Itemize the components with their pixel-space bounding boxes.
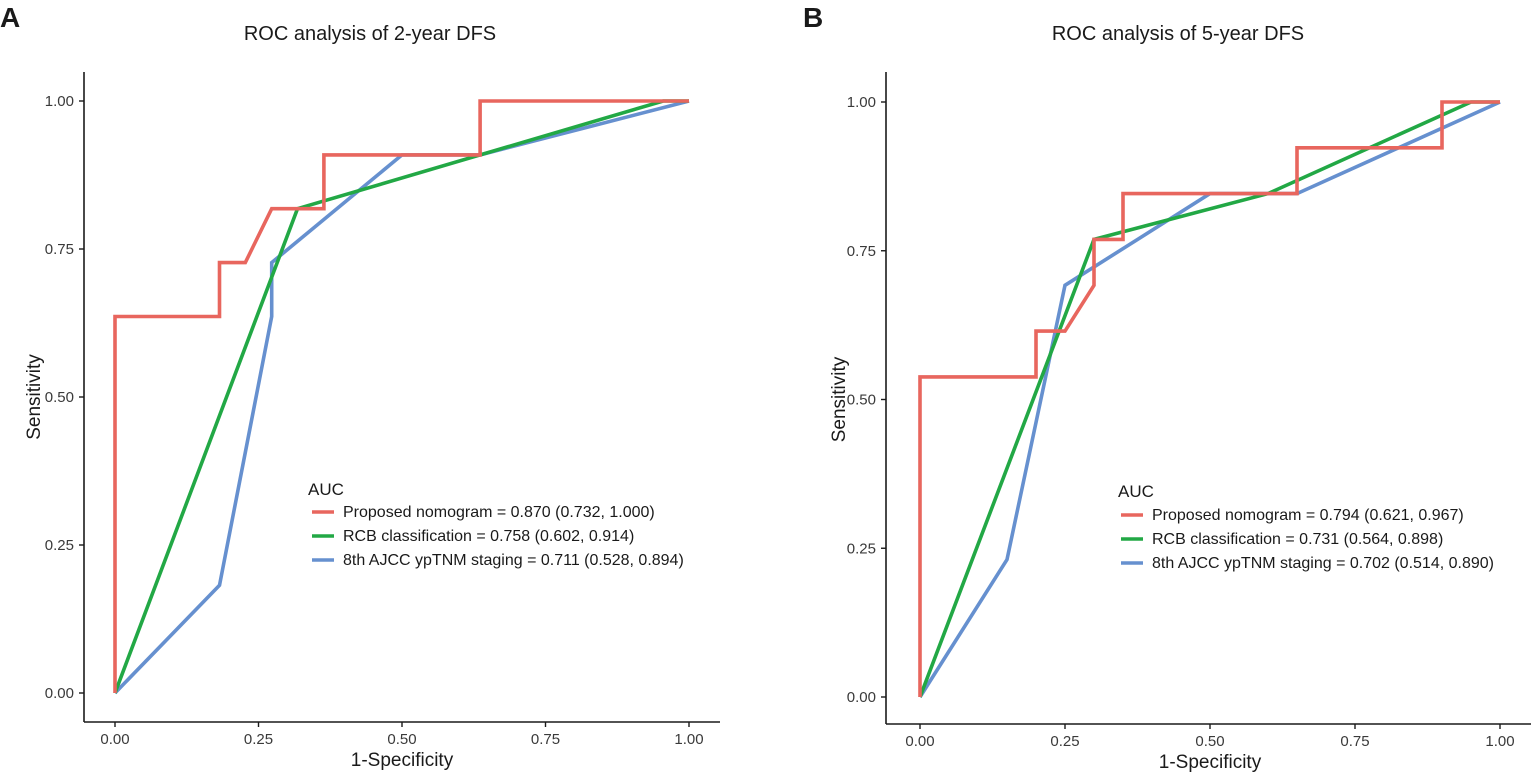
legend-entry-label: Proposed nomogram = 0.870 (0.732, 1.000) [343,504,655,521]
y-tick-label: 0.75 [847,243,876,260]
y-axis-title: Sensitivity [829,356,850,442]
roc-panel-b: B ROC analysis of 5-year DFS 0.00 0.25 0.50 0… [803,2,1531,773]
y-tick-label: 0.25 [847,540,876,557]
legend-entry-label: 8th AJCC ypTNM staging = 0.702 (0.514, 0… [1152,555,1494,572]
legend-entry-label: Proposed nomogram = 0.794 (0.621, 0.967) [1152,507,1464,524]
roc-line-series-1 [918,100,1500,697]
y-tick-label: 0.25 [45,537,74,554]
x-tick-label: 0.50 [387,731,416,748]
legend-entry-label: RCB classification = 0.758 (0.602, 0.914… [343,528,634,545]
x-tick-label: 0.00 [100,731,129,748]
roc-line-series-3 [918,100,1501,698]
panel-label: A [0,2,20,33]
chart-title: ROC analysis of 2-year DFS [244,23,496,45]
legend-title: AUC [308,480,344,499]
legend-entry-label: 8th AJCC ypTNM staging = 0.711 (0.528, 0… [343,552,684,569]
x-tick-label: 0.50 [1195,733,1224,750]
chart-title: ROC analysis of 5-year DFS [1052,23,1304,45]
y-tick-label: 0.50 [847,392,876,409]
roc-panel-a: A ROC analysis of 2-year DFS 0.00 0.25 0.50 0… [0,2,720,771]
legend-entry-label: RCB classification = 0.731 (0.564, 0.898… [1152,531,1443,548]
y-tick-label: 1.00 [45,93,74,110]
x-axis-title: 1-Specificity [1159,752,1262,773]
y-tick-label: 0.00 [847,689,876,706]
x-axis-title: 1-Specificity [351,750,454,771]
y-tick-label: 1.00 [847,94,876,111]
y-axis-title: Sensitivity [24,354,45,440]
roc-line-series-1 [113,99,689,693]
y-tick-label: 0.00 [45,685,74,702]
x-tick-label: 0.75 [531,731,560,748]
x-tick-label: 1.00 [674,731,703,748]
x-tick-label: 1.00 [1485,733,1514,750]
panel-label: B [803,2,823,33]
x-tick-label: 0.00 [905,733,934,750]
legend-title: AUC [1118,482,1154,501]
x-tick-label: 0.25 [1050,733,1079,750]
x-tick-label: 0.75 [1340,733,1369,750]
x-tick-label: 0.25 [244,731,273,748]
roc-line-series-2 [918,100,1500,698]
y-tick-label: 0.50 [45,389,74,406]
y-tick-label: 0.75 [45,241,74,258]
roc-line-series-3 [113,99,690,695]
